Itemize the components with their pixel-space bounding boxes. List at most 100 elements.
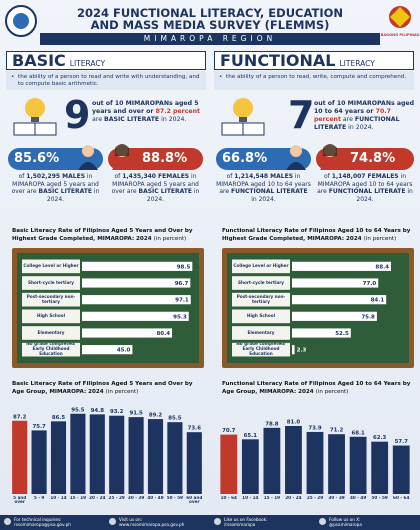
footer-label: For technical inquiries: [14,517,62,522]
footer-item: Follow us on X: @psamimaropa [315,515,420,530]
text: of [18,173,27,180]
bar [292,328,351,338]
bar [82,261,193,271]
label-box [232,259,290,274]
logo-text: BAGONG PILIPINAS [380,33,420,37]
label-box [22,342,80,357]
bar [328,434,345,494]
value-label: 97.1 [175,298,189,304]
female-rate: 88.8% [108,148,203,170]
bulb-icon [13,98,57,136]
text: in 2024. [346,124,374,131]
footer-item: For technical inquiries: rssomimaropa@psa… [0,515,105,530]
label-box [22,259,80,274]
text: FUNCTIONAL LITERATE [314,116,400,131]
category-label-box: 15 - 19 [69,495,87,500]
value-label: 94.8 [91,408,105,414]
section-heading: BASIC LITERACY [6,51,206,70]
category-label: 25 - 29 [108,495,125,500]
footer-item: Visit us on: www.rssomimaropa.psa.gov.ph [105,515,210,530]
footer-value: www.rssomimaropa.psa.gov.ph [119,522,185,527]
category-label: High School [246,312,276,318]
label-box [232,342,290,357]
region: MIMAROPA REGION [40,33,380,45]
unit: (in percent) [153,235,187,242]
text: in 2024. [46,188,100,203]
category-label-box: No grade completed/ Early Childhood Educ… [236,343,285,356]
chart: College Level or Higher 98.5 Short-cycle t… [12,248,204,368]
category-label: No grade completed/ Early Childhood Educ… [26,342,76,357]
male-text: of 1,214,548 MALES in MIMAROPA aged 10 t… [216,173,311,203]
category-label-box: 60 - 64 [393,495,410,500]
text: BASIC LITERATE [138,188,193,196]
value-label: 70.7 [222,428,236,434]
bar [285,425,302,494]
category-label-box: 5 and over [13,496,26,505]
bar [292,278,379,288]
value-label: 85.5 [168,416,182,422]
unit: (in percent) [315,388,349,395]
category-label-box: Elementary [37,329,65,335]
footer-value: /rssomimaropa [224,522,256,527]
value-label: 96.7 [175,281,189,287]
value-label: 87.2 [13,414,27,420]
female-text: of 1,435,340 FEMALES in MIMAROPA aged 5 … [108,173,203,203]
bar [128,417,144,494]
category-label: 20 - 24 [285,495,302,500]
category-label: 30 - 39 [328,495,345,500]
bar [82,295,191,305]
text: Basic Literacy Rate of Filipinos Aged 5 … [12,381,193,395]
subheading: LITERACY [339,59,375,68]
category-label-box: 30 - 39 [328,495,345,500]
value-label: 93.2 [110,409,124,415]
text: in 2024. [146,188,200,203]
bar [241,439,259,494]
footer-label: Like us on Facebook: [224,517,268,522]
section-heading: FUNCTIONAL LITERACY [214,51,414,70]
category-label-box: High School [37,313,65,318]
value-label: 95.3 [173,314,187,320]
title: 2024 FUNCTIONAL LITERACY, EDUCATION [76,6,344,20]
bar [392,445,410,494]
title: AND MASS MEDIA SURVEY (FLEMMS) [90,18,330,32]
bar [263,427,281,494]
value-label: 91.5 [129,411,143,417]
value-label: 89.2 [149,413,163,419]
category-label: 10 - 14 [50,495,67,500]
text: are [92,116,104,123]
footer: For technical inquiries: rssomimaropa@psa… [0,515,420,530]
text: in MIMAROPA aged 5 years and over are [111,173,199,196]
category-label: 15 - 19 [69,495,87,500]
category-label: Elementary [247,329,275,335]
bar [167,422,183,494]
category-label: Post-secondary non-tertiary [236,293,286,304]
category-label-box: Post-secondary non-tertiary [236,293,286,304]
category-label: 30 - 39 [127,495,145,500]
category-label: 60 - 64 [393,495,410,500]
value-label: 88.4 [375,264,389,270]
text: of [323,173,332,180]
category-label-box: 25 - 29 [108,495,125,500]
category-label: College Level or Higher [23,262,79,268]
value-label: 62.3 [373,435,387,441]
category-label-box: Short-cycle tertiary [28,280,74,285]
category-label: 25 - 29 [306,495,324,500]
category-label: 10 - 64 [220,495,237,500]
value-label: 52.5 [335,331,349,337]
bar [371,441,389,494]
category-label: 60 and over [186,495,203,505]
text: Functional Literacy Rate of Filipinos Ag… [222,381,411,395]
label-box [22,292,80,307]
heading: FUNCTIONAL [220,51,336,70]
text: out of 10 MIMAROPANs aged 5 years and ov… [92,100,199,115]
unit: (in percent) [363,235,397,242]
category-label-box: Elementary [247,329,275,335]
category-label-box: College Level or Higher [233,263,288,268]
summary: out of 10 MIMAROPANs aged 10 to 64 years… [314,100,416,132]
value-label: 77.0 [363,281,377,287]
category-label: 5 - 9 [33,495,45,500]
category-label: Elementary [37,329,65,335]
footer-label: Visit us on: [119,517,143,522]
male-text: of 1,502,295 MALES in MIMAROPA aged 5 ye… [8,173,103,203]
chart-title: Functional Literacy Rate of Filipinos Ag… [222,381,414,396]
